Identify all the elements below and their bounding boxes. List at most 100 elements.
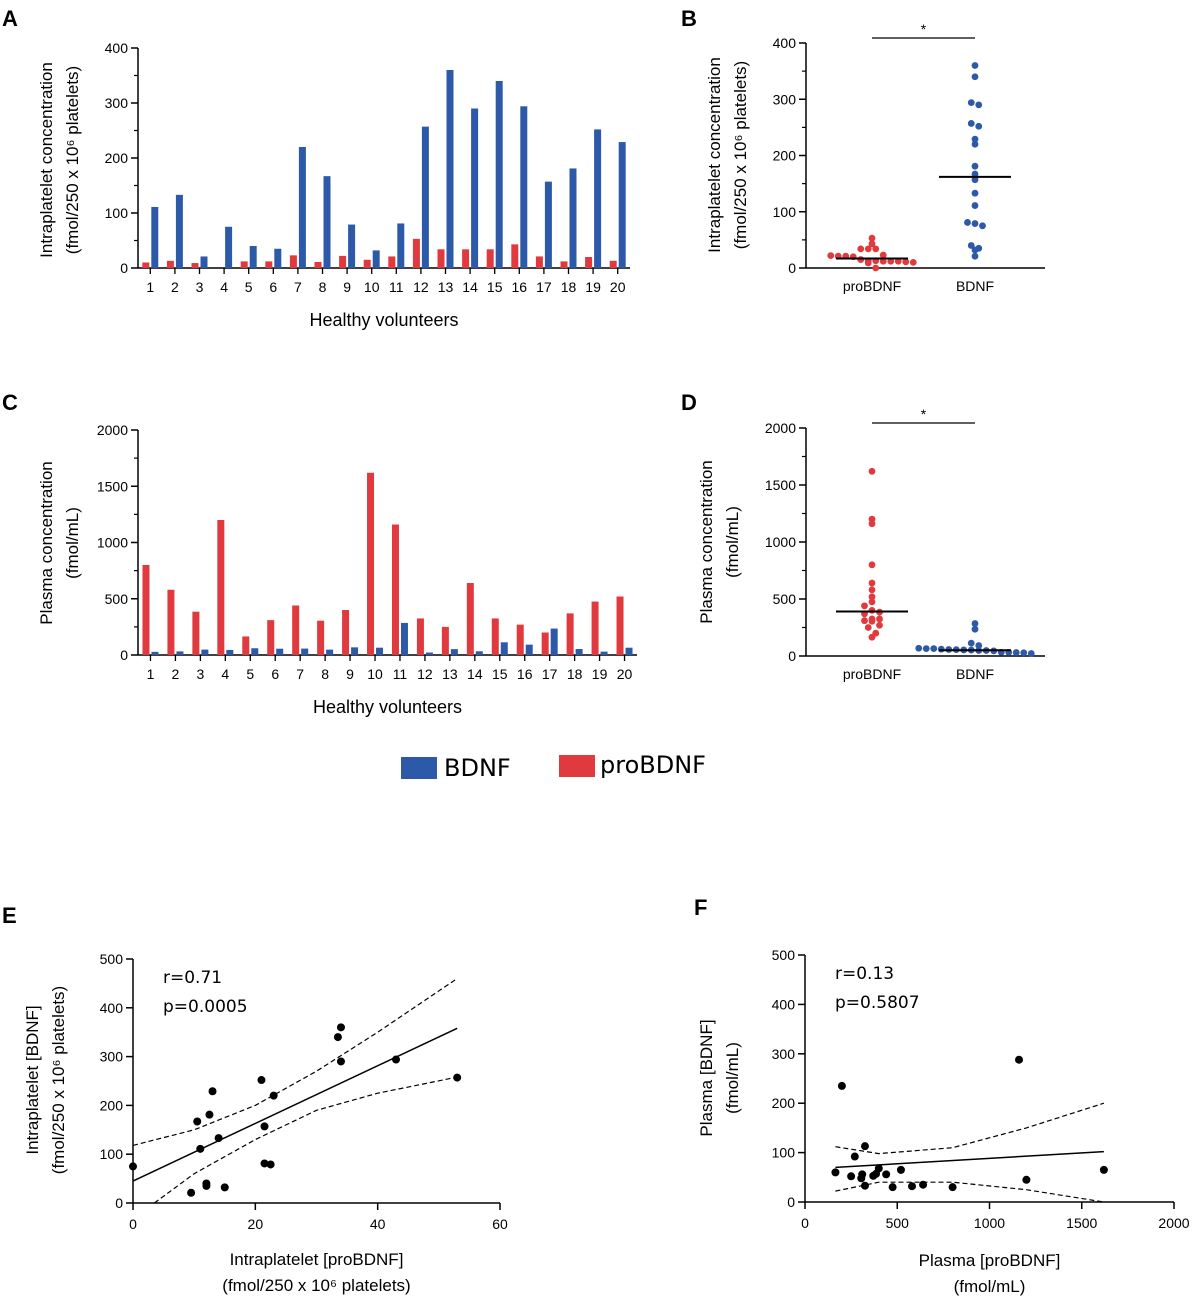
data-point-probdnf xyxy=(868,579,876,587)
bar-probdnf xyxy=(166,260,174,268)
data-point-bdnf xyxy=(971,176,979,184)
x-tick-label: 19 xyxy=(585,279,601,295)
data-point-probdnf xyxy=(861,602,868,610)
panel-label-e: E xyxy=(2,903,17,928)
y-axis-title: Intraplatelet concentration xyxy=(705,57,724,253)
panel-label-f: F xyxy=(694,895,707,920)
data-point-probdnf xyxy=(876,621,883,629)
data-point-bdnf xyxy=(975,642,983,649)
y-tick-label: 0 xyxy=(788,260,796,276)
bar-bdnf xyxy=(500,642,508,655)
y-axis-title: Plasma [BDNF] xyxy=(697,1019,716,1136)
x-tick-label: 14 xyxy=(467,666,483,682)
bar-probdnf xyxy=(591,601,599,655)
bar-bdnf xyxy=(226,649,234,655)
bar-probdnf xyxy=(142,565,150,655)
bar-probdnf xyxy=(289,255,297,268)
y-tick-label: 0 xyxy=(120,647,128,663)
data-point xyxy=(948,1183,957,1192)
y-axis-title: Plasma concentration xyxy=(37,461,56,624)
data-point-bdnf xyxy=(975,101,983,109)
bar-bdnf xyxy=(274,248,282,268)
bar-bdnf xyxy=(372,250,380,268)
legend-swatch-bdnf xyxy=(401,757,437,779)
data-point-bdnf xyxy=(937,645,945,653)
y-tick-label: 400 xyxy=(105,40,129,56)
bar-bdnf xyxy=(594,129,602,268)
x-tick-label: 10 xyxy=(367,666,383,682)
data-point-probdnf xyxy=(868,617,876,625)
bar-bdnf xyxy=(348,224,356,268)
confidence-band-lower xyxy=(835,1181,1104,1203)
y-tick-label: 100 xyxy=(772,1145,796,1161)
x-tick-label: 0 xyxy=(801,1215,809,1231)
bar-bdnf xyxy=(400,622,408,655)
data-point-probdnf xyxy=(864,259,872,267)
panel-b-dot-plot: 0 100 200 300 400 proBDNF BDNF * Intraplatelet c… xyxy=(705,21,1045,294)
data-point xyxy=(260,1122,269,1131)
data-point-bdnf xyxy=(971,135,979,143)
data-point-bdnf xyxy=(971,189,979,197)
data-point xyxy=(837,1081,846,1090)
data-point xyxy=(336,1023,345,1032)
y-tick-label: 200 xyxy=(773,148,797,164)
bar-bdnf xyxy=(525,644,533,655)
panel-d-dot-plot: 0 500 1000 1500 2000 proBDNF BDNF * Plasma conce… xyxy=(697,406,1045,682)
x-tick-label: 17 xyxy=(542,666,558,682)
bar-probdnf xyxy=(388,256,396,268)
bar-bdnf xyxy=(421,126,429,269)
y-tick-label: 0 xyxy=(120,260,128,276)
bar-probdnf xyxy=(192,611,200,655)
bar-probdnf xyxy=(317,620,325,655)
data-point xyxy=(333,1033,342,1042)
y-tick-label: 400 xyxy=(772,996,796,1012)
data-point xyxy=(860,1142,869,1151)
x-tick-label: 500 xyxy=(886,1215,910,1231)
bar-bdnf xyxy=(351,647,359,655)
data-point xyxy=(187,1188,196,1197)
data-point-probdnf xyxy=(864,624,872,631)
y-tick-label: 500 xyxy=(100,951,124,967)
x-tick-label: 11 xyxy=(393,666,408,682)
bar-probdnf xyxy=(240,261,248,268)
data-point xyxy=(129,1162,137,1171)
data-point xyxy=(858,1170,867,1179)
y-axis-title-line2: (fmol/mL) xyxy=(723,506,742,578)
bar-probdnf xyxy=(391,524,399,655)
data-point xyxy=(193,1117,202,1126)
data-point xyxy=(336,1057,345,1066)
data-point-bdnf xyxy=(971,170,979,178)
x-group-label: BDNF xyxy=(956,278,994,294)
x-tick-label: 12 xyxy=(417,666,433,682)
legend: BDNF proBDNF xyxy=(401,751,706,782)
data-point xyxy=(896,1165,905,1174)
bar-bdnf xyxy=(151,206,159,268)
x-tick-label: 13 xyxy=(438,279,454,295)
bar-probdnf xyxy=(541,632,549,655)
correlation-r: r=0.13 xyxy=(835,964,894,984)
bar-probdnf xyxy=(242,636,250,655)
x-tick-label: 2000 xyxy=(1158,1215,1189,1231)
bar-probdnf xyxy=(363,259,371,268)
data-point xyxy=(220,1183,229,1192)
bar-bdnf xyxy=(495,81,503,268)
data-point-bdnf xyxy=(1020,649,1028,657)
x-axis-title: Intraplatelet [proBDNF] xyxy=(230,1250,404,1269)
x-tick-label: 6 xyxy=(271,666,279,682)
data-point-probdnf xyxy=(872,264,880,272)
data-point-bdnf xyxy=(922,645,930,652)
bar-bdnf xyxy=(201,649,209,655)
data-point xyxy=(1099,1165,1108,1174)
panel-label-b: B xyxy=(681,6,697,31)
bar-probdnf xyxy=(167,589,175,655)
data-point-probdnf xyxy=(868,593,876,601)
data-point-probdnf xyxy=(868,586,876,594)
bar-bdnf xyxy=(550,628,558,655)
data-point-bdnf xyxy=(915,644,923,652)
x-axis-title: Plasma [proBDNF] xyxy=(919,1251,1061,1270)
bar-bdnf xyxy=(397,223,405,268)
data-point-probdnf xyxy=(909,258,917,266)
correlation-r: r=0.71 xyxy=(163,968,222,988)
